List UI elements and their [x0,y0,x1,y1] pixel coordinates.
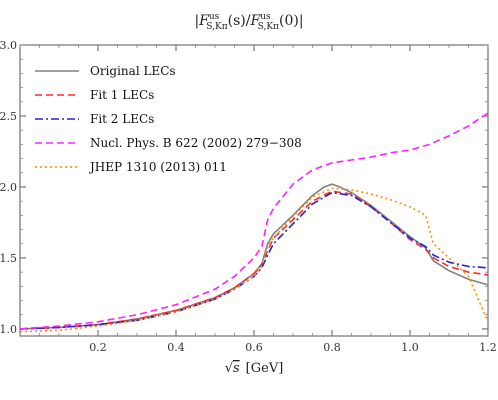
x-tick-label: 0.4 [167,341,185,354]
legend-label-5: JHEP 1310 (2013) 011 [88,160,227,174]
y-tick-label: 2.0 [0,181,17,194]
y-tick-label: 1.0 [0,323,17,336]
series-line-1 [20,183,488,330]
y-tick-label: 3.0 [0,39,17,52]
x-tick-label: 0.2 [89,341,107,354]
legend-label-1: Original LECs [90,64,176,78]
y-tick-label: 2.5 [0,110,17,123]
series-line-5 [20,187,488,333]
legend: Original LECs Fit 1 LECs Fit 2 LECs Nucl. P… [35,64,302,174]
series-line-3 [20,191,488,330]
x-axis-label: √s [GeV] [225,361,284,376]
y-tick-label: 1.5 [0,252,17,265]
chart-title: |Fus S,Kπ(s)/Fus S,Kπ(0)| [194,12,303,32]
legend-label-4: Nucl. Phys. B 622 (2002) 279−308 [90,136,302,150]
axis-ticks: 0.2 0.4 0.6 0.8 1.0 1.2 1.0 1.5 2.0 2.5 3.0 [0,39,497,354]
x-tick-label: 0.6 [245,341,263,354]
x-tick-label: 1.2 [479,341,497,354]
series-group [20,112,488,333]
x-tick-label: 1.0 [401,341,419,354]
series-line-4 [20,112,488,330]
legend-label-2: Fit 1 LECs [90,88,154,102]
series-line-2 [20,190,488,330]
legend-label-3: Fit 2 LECs [90,112,154,126]
x-tick-label: 0.8 [323,341,341,354]
